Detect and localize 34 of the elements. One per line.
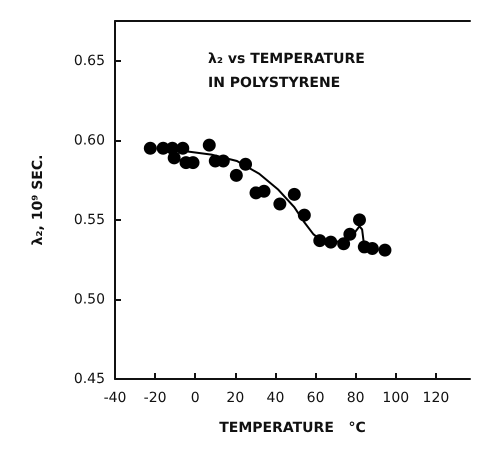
point	[258, 184, 271, 198]
point	[366, 242, 379, 256]
text: λ₂ vs TEMPERATURE IN POLYSTYRENE	[208, 51, 370, 91]
point	[273, 197, 286, 210]
x-tick-label: -40	[104, 390, 126, 406]
point	[337, 237, 350, 250]
x-tick-label: 60	[306, 390, 324, 406]
point	[239, 158, 252, 171]
point	[230, 168, 243, 182]
y-tick-label: 0.55	[74, 212, 105, 228]
x-tick-label: 40	[266, 390, 284, 406]
point	[288, 188, 301, 201]
y-tick-label: 0.60	[74, 132, 105, 148]
point	[144, 142, 157, 155]
point	[324, 236, 338, 249]
y-tick-label: 0.50	[74, 291, 105, 308]
point	[176, 142, 190, 155]
y-tick-label: 0.45	[74, 371, 105, 387]
x-tick-label: 100	[382, 390, 410, 406]
point	[202, 138, 216, 152]
x-axis-title: TEMPERATURE °C	[219, 420, 366, 436]
x-tick-label: -20	[144, 390, 167, 406]
point	[298, 208, 311, 222]
x-tick-label: 80	[346, 390, 365, 406]
point	[313, 234, 326, 248]
y-axis-title: λ₂, 10⁹ SEC.	[30, 154, 46, 246]
point	[353, 213, 366, 226]
point	[343, 228, 356, 241]
x-tick-label: 120	[422, 390, 450, 406]
x-tick-label: 0	[190, 390, 200, 406]
y-tick-label: 0.65	[74, 52, 105, 69]
point	[168, 151, 181, 164]
point	[378, 244, 392, 257]
x-tick-label: 20	[226, 390, 244, 406]
